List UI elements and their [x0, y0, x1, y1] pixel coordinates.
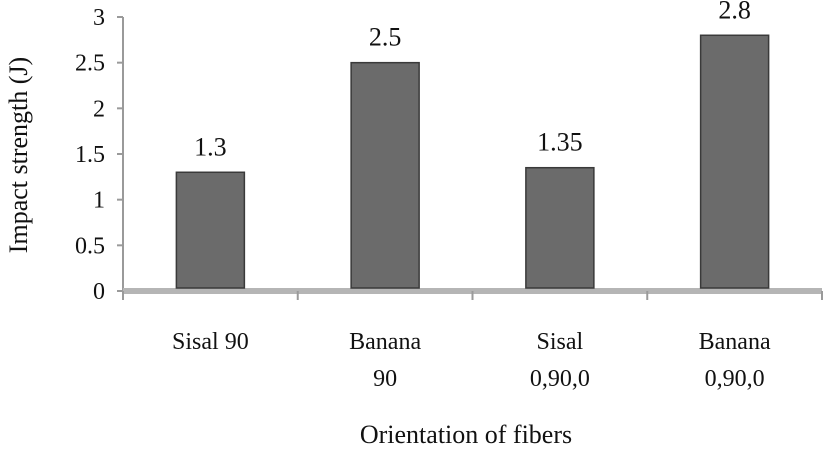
- category-label-line: Banana: [349, 329, 421, 355]
- category-label-line: Sisal 90: [172, 329, 249, 355]
- y-tick-label: 2: [93, 96, 105, 122]
- bars: [175, 34, 770, 289]
- bar: [350, 61, 420, 289]
- category-label-line: Sisal: [537, 329, 584, 355]
- bar: [699, 34, 770, 289]
- category-label-line: 0,90,0: [705, 366, 765, 392]
- y-axis: 0 0.5 1 1.5 2 2.5 3: [75, 5, 124, 305]
- y-tick-label: 0.5: [75, 233, 105, 259]
- bar-value-label: 1.35: [537, 128, 583, 157]
- x-axis-title: Orientation of fibers: [360, 420, 572, 449]
- y-tick-label: 2.5: [75, 51, 105, 77]
- category-label: Banana 90: [349, 329, 421, 392]
- data-labels: 1.3 2.5 1.35 2.8: [194, 0, 751, 161]
- category-labels: Sisal 90 Banana 90 Sisal 0,90,0 Banana 0,90,0: [172, 329, 771, 392]
- category-label-line: Banana: [699, 329, 771, 355]
- y-tick-label: 1: [93, 188, 105, 214]
- category-label-line: 90: [373, 366, 397, 392]
- bar-value-label: 1.3: [194, 132, 227, 161]
- y-tick-label: 0: [93, 279, 105, 305]
- bar-value-label: 2.5: [369, 23, 402, 52]
- category-label: Sisal 0,90,0: [530, 329, 590, 392]
- category-label: Sisal 90: [172, 329, 249, 355]
- category-label: Banana 0,90,0: [699, 329, 771, 392]
- bar: [525, 166, 595, 289]
- y-axis-title: Impact strength (J): [4, 57, 33, 253]
- category-label-line: 0,90,0: [530, 366, 590, 392]
- bar: [175, 171, 246, 289]
- y-tick-label: 3: [93, 5, 105, 31]
- bar-value-label: 2.8: [718, 0, 751, 24]
- y-tick-label: 1.5: [75, 142, 105, 168]
- x-axis: [122, 288, 823, 300]
